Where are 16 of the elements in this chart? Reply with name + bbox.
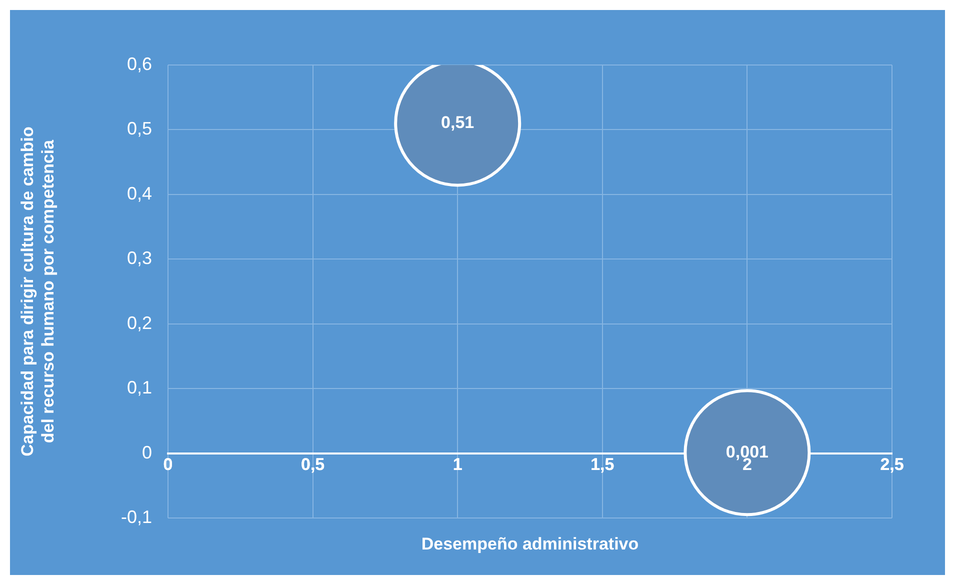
y-tick-label: 0,3 bbox=[126, 248, 152, 268]
x-tick-label: 0 bbox=[163, 455, 173, 474]
y-tick-label: 0,5 bbox=[126, 118, 152, 139]
y-tick-label: -0,1 bbox=[120, 506, 152, 527]
x-tick-label: 0,5 bbox=[300, 455, 325, 474]
y-tick-label: 0,4 bbox=[126, 183, 152, 204]
y-axis-title: Capacidad para dirigir cultura de cambio del recurso humano por competencia bbox=[18, 126, 58, 456]
data-label: 0,001 bbox=[726, 442, 768, 462]
x-tick-label: 2,5 bbox=[880, 455, 904, 474]
x-tick-label: 1,5 bbox=[590, 455, 614, 474]
x-tick-label: 1 bbox=[452, 455, 462, 474]
y-tick-label: 0,6 bbox=[126, 54, 152, 74]
x-axis-title: Desempeño administrativo bbox=[421, 534, 639, 554]
y-tick-label: 0,2 bbox=[126, 312, 152, 333]
y-tick-label: 0,1 bbox=[126, 378, 152, 398]
data-label: 0,51 bbox=[441, 112, 474, 132]
